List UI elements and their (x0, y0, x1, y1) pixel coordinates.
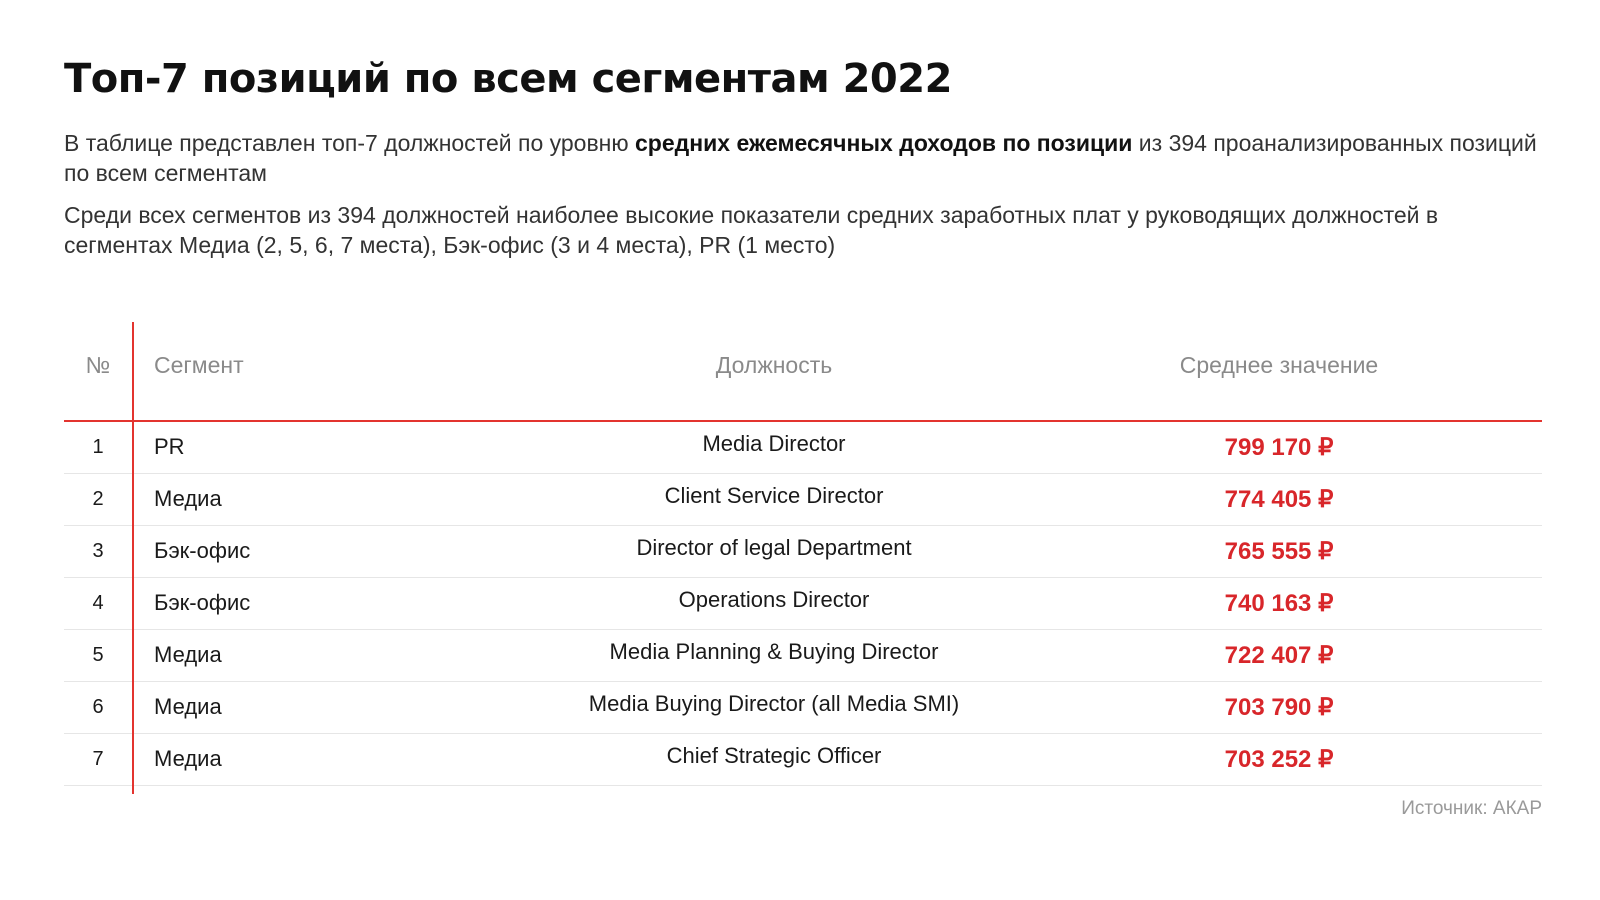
row-segment: Медиа (154, 642, 222, 667)
row-segment: PR (154, 434, 185, 459)
row-average: 703 790 ₽ (1224, 694, 1334, 721)
row-num: 6 (92, 696, 104, 718)
page-title: Топ-7 позиций по всем сегментам 2022 (64, 56, 952, 102)
source-note: Источник: АКАР (1401, 798, 1542, 819)
table-row: 5 Медиа Media Planning & Buying Director… (64, 630, 1542, 682)
row-position: Operations Director (678, 587, 870, 612)
table-header: № Сегмент Должность Среднее значение (64, 322, 1542, 422)
summary-paragraph: Среди всех сегментов из 394 должностей н… (64, 202, 1439, 258)
row-position: Client Service Director (664, 483, 884, 508)
row-average: 703 252 ₽ (1224, 746, 1334, 773)
salary-table: № Сегмент Должность Среднее значение 1 P… (64, 322, 1542, 794)
header-num: № (85, 352, 111, 378)
row-average: 799 170 ₽ (1224, 434, 1334, 461)
header-position: Должность (715, 352, 833, 378)
row-segment: Бэк-офис (154, 590, 251, 615)
row-num: 2 (92, 488, 104, 510)
row-num: 4 (92, 592, 104, 614)
intro-paragraph: В таблице представлен топ-7 должностей п… (64, 128, 1544, 188)
table-body: 1 PR Media Director 799 170 ₽ 2 Медиа Cl… (64, 422, 1542, 786)
row-position: Media Planning & Buying Director (609, 639, 939, 664)
header-segment: Сегмент (154, 352, 244, 378)
row-average: 740 163 ₽ (1224, 590, 1334, 617)
row-position: Media Buying Director (all Media SMI) (588, 691, 960, 716)
intro-text-bold: средних ежемесячных доходов по позиции (635, 130, 1133, 156)
table-row: 1 PR Media Director 799 170 ₽ (64, 422, 1542, 474)
row-num: 5 (92, 644, 104, 666)
table-row: 7 Медиа Chief Strategic Officer 703 252 … (64, 734, 1542, 786)
row-position: Director of legal Department (636, 535, 912, 560)
row-segment: Бэк-офис (154, 538, 251, 563)
intro-text-end: из 394 проанализированных позиций по все… (64, 130, 1537, 186)
row-num: 3 (92, 540, 104, 562)
column-divider-red (132, 322, 134, 794)
row-segment: Медиа (154, 694, 222, 719)
table-row: 4 Бэк-офис Operations Director 740 163 ₽ (64, 578, 1542, 630)
row-num: 7 (92, 748, 104, 770)
table-row: 3 Бэк-офис Director of legal Department … (64, 526, 1542, 578)
row-average: 722 407 ₽ (1224, 642, 1334, 669)
row-position: Media Director (702, 431, 846, 456)
header-average: Среднее значение (1179, 352, 1379, 378)
row-segment: Медиа (154, 746, 222, 771)
row-position: Chief Strategic Officer (666, 743, 882, 768)
row-average: 774 405 ₽ (1224, 486, 1334, 513)
row-average: 765 555 ₽ (1224, 538, 1334, 565)
row-num: 1 (92, 436, 104, 458)
intro-text-start: В таблице представлен топ-7 должностей п… (64, 130, 636, 156)
table-row: 6 Медиа Media Buying Director (all Media… (64, 682, 1542, 734)
table-row: 2 Медиа Client Service Director 774 405 … (64, 474, 1542, 526)
row-segment: Медиа (154, 486, 222, 511)
